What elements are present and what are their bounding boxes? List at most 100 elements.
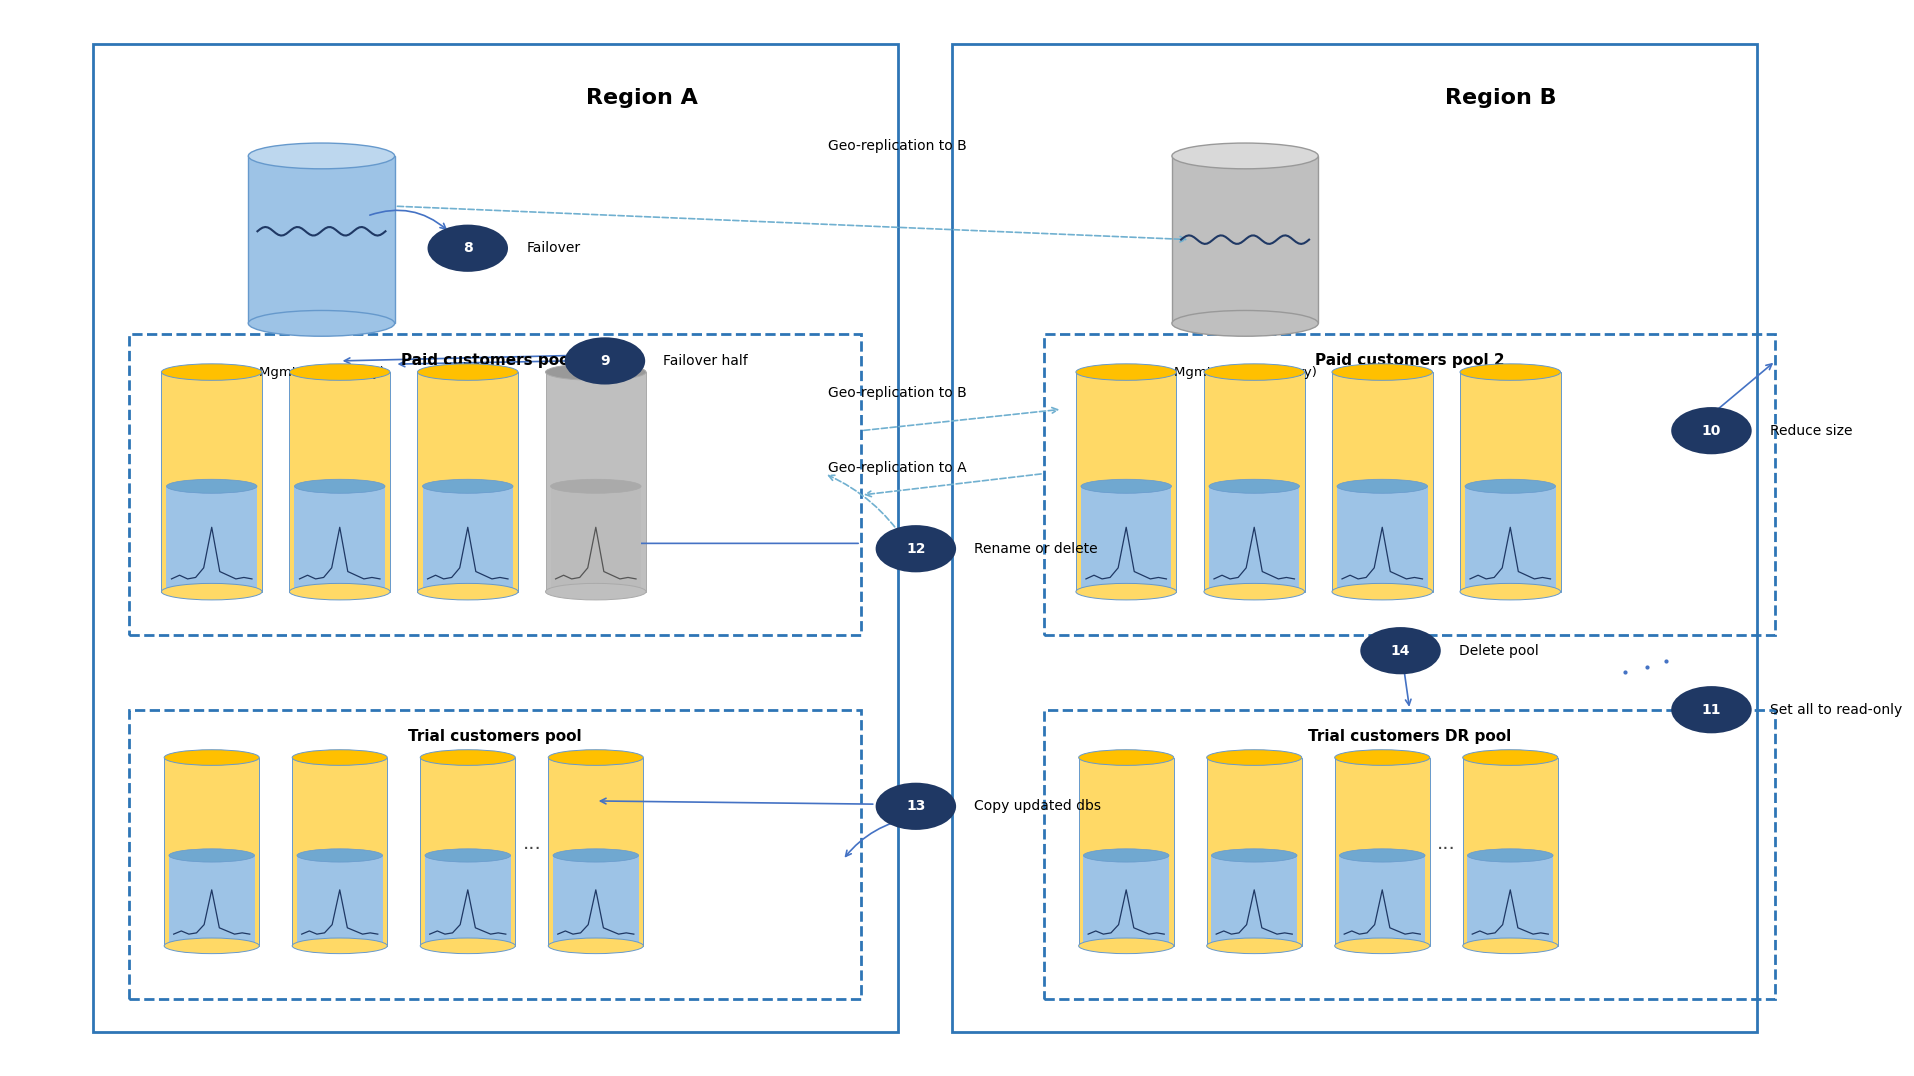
FancyBboxPatch shape bbox=[1466, 855, 1552, 946]
Text: Geo-replication to B: Geo-replication to B bbox=[827, 386, 967, 400]
FancyBboxPatch shape bbox=[419, 758, 515, 946]
Circle shape bbox=[427, 225, 507, 272]
Ellipse shape bbox=[547, 938, 643, 953]
Text: Failover: Failover bbox=[526, 241, 580, 255]
Ellipse shape bbox=[1083, 849, 1168, 862]
Text: Set all to read-only: Set all to read-only bbox=[1769, 703, 1901, 717]
FancyBboxPatch shape bbox=[167, 486, 256, 592]
Circle shape bbox=[875, 782, 955, 830]
FancyBboxPatch shape bbox=[297, 855, 383, 946]
Ellipse shape bbox=[1206, 938, 1302, 953]
Ellipse shape bbox=[1078, 938, 1173, 953]
Text: Mgmt db (primary): Mgmt db (primary) bbox=[258, 366, 385, 379]
Text: 10: 10 bbox=[1702, 424, 1721, 438]
Ellipse shape bbox=[545, 583, 645, 600]
Ellipse shape bbox=[423, 479, 513, 493]
Ellipse shape bbox=[168, 849, 255, 862]
FancyBboxPatch shape bbox=[1336, 486, 1426, 592]
FancyBboxPatch shape bbox=[293, 758, 387, 946]
FancyBboxPatch shape bbox=[161, 372, 262, 592]
Ellipse shape bbox=[289, 364, 390, 380]
FancyBboxPatch shape bbox=[165, 758, 258, 946]
Ellipse shape bbox=[1334, 938, 1430, 953]
FancyBboxPatch shape bbox=[1206, 758, 1302, 946]
Ellipse shape bbox=[293, 938, 387, 953]
Ellipse shape bbox=[1458, 583, 1560, 600]
Circle shape bbox=[1671, 407, 1751, 454]
FancyBboxPatch shape bbox=[553, 855, 637, 946]
Ellipse shape bbox=[545, 364, 645, 380]
Ellipse shape bbox=[1212, 849, 1296, 862]
Ellipse shape bbox=[1464, 479, 1554, 493]
FancyBboxPatch shape bbox=[1171, 156, 1317, 324]
Circle shape bbox=[875, 525, 955, 572]
Ellipse shape bbox=[297, 849, 383, 862]
Ellipse shape bbox=[1206, 750, 1302, 765]
FancyBboxPatch shape bbox=[249, 156, 394, 324]
Ellipse shape bbox=[1332, 583, 1432, 600]
Ellipse shape bbox=[167, 479, 256, 493]
Ellipse shape bbox=[1334, 750, 1430, 765]
Ellipse shape bbox=[1208, 479, 1300, 493]
FancyBboxPatch shape bbox=[1208, 486, 1300, 592]
Circle shape bbox=[1671, 686, 1751, 734]
Text: 13: 13 bbox=[905, 799, 924, 813]
Ellipse shape bbox=[165, 750, 258, 765]
Ellipse shape bbox=[417, 364, 519, 380]
Ellipse shape bbox=[1171, 311, 1317, 336]
Ellipse shape bbox=[289, 583, 390, 600]
Ellipse shape bbox=[1078, 750, 1173, 765]
Text: Trial customers DR pool: Trial customers DR pool bbox=[1307, 730, 1510, 744]
FancyBboxPatch shape bbox=[1212, 855, 1296, 946]
Text: 12: 12 bbox=[905, 541, 924, 555]
Ellipse shape bbox=[425, 849, 511, 862]
Ellipse shape bbox=[553, 849, 637, 862]
Text: Region A: Region A bbox=[586, 88, 697, 108]
Ellipse shape bbox=[549, 479, 641, 493]
Ellipse shape bbox=[1204, 364, 1303, 380]
FancyBboxPatch shape bbox=[1076, 372, 1175, 592]
Ellipse shape bbox=[1076, 364, 1175, 380]
FancyBboxPatch shape bbox=[1083, 855, 1168, 946]
Ellipse shape bbox=[547, 750, 643, 765]
FancyBboxPatch shape bbox=[549, 486, 641, 592]
Text: Paid customers pool 1: Paid customers pool 1 bbox=[400, 353, 590, 368]
Ellipse shape bbox=[419, 938, 515, 953]
FancyBboxPatch shape bbox=[1332, 372, 1432, 592]
Ellipse shape bbox=[161, 583, 262, 600]
FancyBboxPatch shape bbox=[1464, 486, 1554, 592]
Text: Trial customers pool: Trial customers pool bbox=[408, 730, 582, 744]
FancyBboxPatch shape bbox=[1458, 372, 1560, 592]
Ellipse shape bbox=[1079, 479, 1171, 493]
Ellipse shape bbox=[1332, 364, 1432, 380]
Text: ...: ... bbox=[523, 834, 542, 853]
Circle shape bbox=[1359, 627, 1439, 675]
Ellipse shape bbox=[249, 311, 394, 336]
FancyBboxPatch shape bbox=[1079, 486, 1171, 592]
FancyBboxPatch shape bbox=[423, 486, 513, 592]
Ellipse shape bbox=[1462, 938, 1556, 953]
Text: Region B: Region B bbox=[1445, 88, 1556, 108]
Text: Delete pool: Delete pool bbox=[1458, 643, 1539, 657]
Ellipse shape bbox=[1204, 583, 1303, 600]
FancyBboxPatch shape bbox=[295, 486, 385, 592]
Text: Rename or delete: Rename or delete bbox=[974, 541, 1097, 555]
Text: 9: 9 bbox=[599, 354, 609, 368]
Ellipse shape bbox=[161, 364, 262, 380]
Ellipse shape bbox=[1171, 143, 1317, 169]
Text: 14: 14 bbox=[1390, 643, 1409, 657]
Ellipse shape bbox=[1462, 750, 1556, 765]
Text: Copy updated dbs: Copy updated dbs bbox=[974, 799, 1101, 813]
FancyBboxPatch shape bbox=[289, 372, 390, 592]
FancyBboxPatch shape bbox=[547, 758, 643, 946]
Ellipse shape bbox=[165, 938, 258, 953]
FancyBboxPatch shape bbox=[1078, 758, 1173, 946]
FancyBboxPatch shape bbox=[1338, 855, 1424, 946]
Text: Failover half: Failover half bbox=[662, 354, 748, 368]
Ellipse shape bbox=[419, 750, 515, 765]
Ellipse shape bbox=[1076, 583, 1175, 600]
FancyBboxPatch shape bbox=[417, 372, 519, 592]
Text: Mgmt db (secondary): Mgmt db (secondary) bbox=[1173, 366, 1315, 379]
Circle shape bbox=[565, 337, 645, 384]
Text: Geo-replication to A: Geo-replication to A bbox=[829, 462, 967, 476]
